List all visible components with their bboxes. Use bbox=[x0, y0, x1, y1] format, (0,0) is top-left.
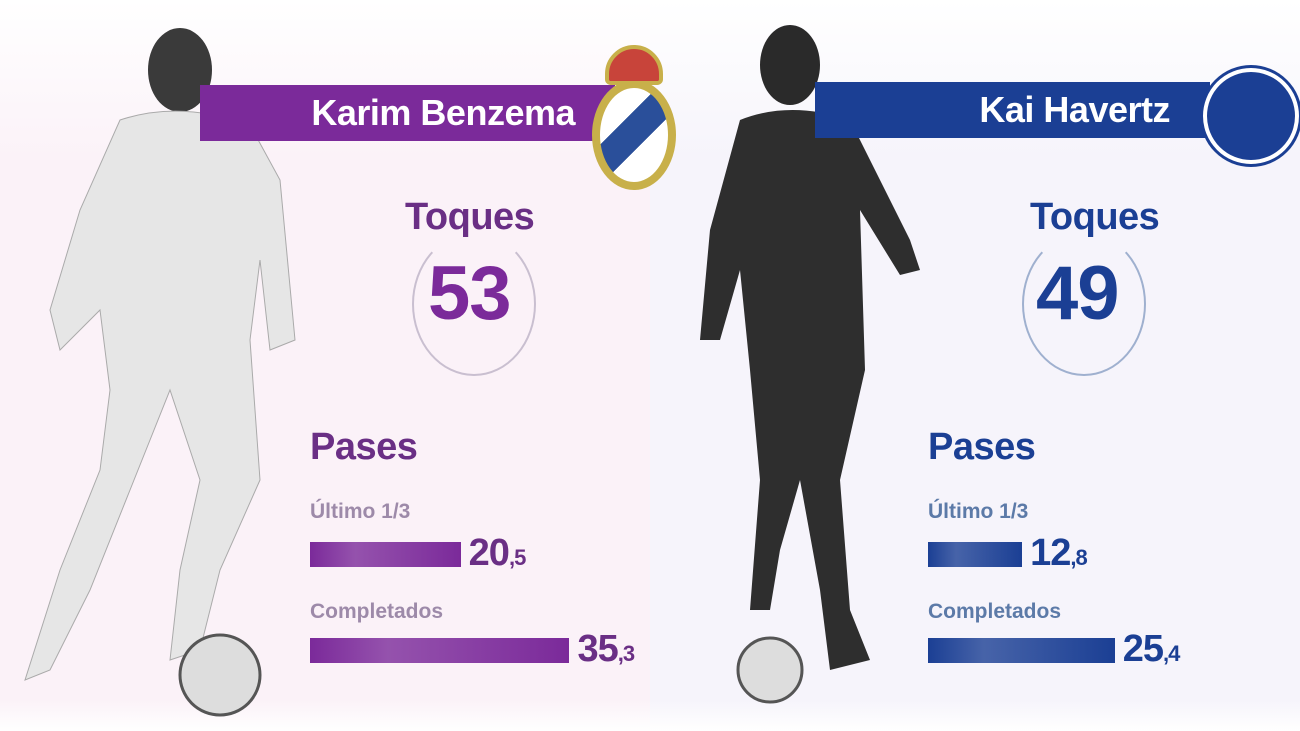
toques-ring bbox=[412, 232, 536, 376]
bar-completados bbox=[310, 638, 570, 663]
stat-label: Completados bbox=[928, 600, 1062, 623]
stat-value-dec: ,4 bbox=[1162, 641, 1180, 666]
pases-label: Pases bbox=[928, 426, 1036, 468]
stat-value: 35,3 bbox=[577, 628, 635, 671]
bar-ultimo-tercio bbox=[310, 542, 461, 567]
stat-value-dec: ,8 bbox=[1070, 545, 1087, 570]
benzema-photo bbox=[24, 28, 296, 717]
real-madrid-crest-icon bbox=[592, 80, 676, 190]
bar-ultimo-tercio bbox=[928, 542, 1023, 567]
stat-value: 20,5 bbox=[468, 532, 527, 575]
stat-label: Completados bbox=[310, 600, 444, 623]
stat-value-int: 20 bbox=[468, 532, 510, 574]
player-name: Karim Benzema bbox=[311, 92, 575, 133]
havertz-photo bbox=[700, 25, 920, 704]
crown-icon bbox=[605, 45, 663, 85]
stat-label: Último 1/3 bbox=[928, 500, 1029, 523]
chelsea-crest-icon bbox=[1203, 68, 1299, 164]
player-name: Kai Havertz bbox=[979, 89, 1170, 130]
stat-value: 12,8 bbox=[1030, 532, 1088, 575]
toques-label: Toques bbox=[1030, 196, 1160, 238]
havertz-name-bar: Kai Havertz bbox=[815, 82, 1210, 138]
stat-value-dec: ,5 bbox=[508, 545, 526, 570]
toques-value: 53 bbox=[428, 251, 512, 336]
toques-ring bbox=[1022, 232, 1146, 376]
bar-completados bbox=[928, 638, 1115, 663]
benzema-name-bar: Karim Benzema bbox=[200, 85, 615, 141]
stat-value: 25,4 bbox=[1122, 628, 1181, 671]
stat-value-int: 35 bbox=[577, 628, 618, 670]
toques-value: 49 bbox=[1036, 251, 1120, 336]
stat-value-int: 12 bbox=[1030, 532, 1071, 574]
pases-label: Pases bbox=[310, 426, 418, 468]
stat-value-dec: ,3 bbox=[617, 641, 635, 666]
toques-label: Toques bbox=[405, 196, 535, 238]
stat-value-int: 25 bbox=[1122, 628, 1164, 670]
stat-label: Último 1/3 bbox=[310, 500, 411, 523]
